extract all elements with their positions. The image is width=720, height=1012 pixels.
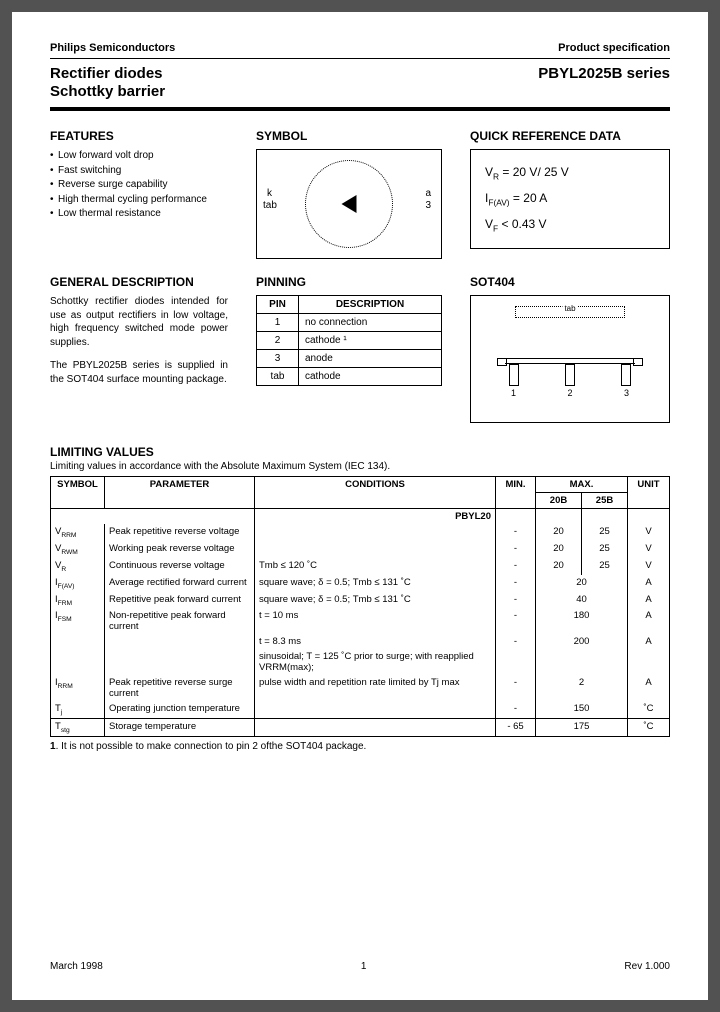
table-row: Tj Operating junction temperature - 150 … [51, 701, 670, 718]
table-row: PIN DESCRIPTION [257, 296, 442, 314]
table-row: VRWM Working peak reverse voltage - 20 2… [51, 541, 670, 558]
desc-col-head: DESCRIPTION [299, 296, 442, 314]
footnote: 1. It is not possible to make connection… [50, 741, 670, 752]
rule-thin [50, 58, 670, 59]
table-row: VR Continuous reverse voltage Tmb ≤ 120 … [51, 558, 670, 575]
datasheet-page: Philips Semiconductors Product specifica… [12, 12, 708, 1000]
sot-pin-num: 3 [624, 388, 629, 398]
table-row: 3anode [257, 350, 442, 368]
table-row: 1no connection [257, 314, 442, 332]
rule-thick [50, 107, 670, 111]
page-footer: March 1998 1 Rev 1.000 [50, 961, 670, 972]
feature-item: Reverse surge capability [50, 178, 228, 193]
symbol-diagram: k tab a 3 [256, 149, 442, 259]
sot-leg [621, 364, 631, 386]
gendesc-col: GENERAL DESCRIPTION Schottky rectifier d… [50, 275, 228, 423]
features-heading: FEATURES [50, 129, 228, 143]
features-col: FEATURES Low forward volt drop Fast swit… [50, 129, 228, 259]
gendesc-heading: GENERAL DESCRIPTION [50, 275, 228, 289]
feature-item: High thermal cycling performance [50, 193, 228, 208]
sot-diagram: tab 1 2 3 [470, 295, 670, 423]
table-row: t = 8.3 ms - 200 A [51, 634, 670, 649]
table-row: VRRM Peak repetitive reverse voltage - 2… [51, 524, 670, 541]
table-row: Tstg Storage temperature - 65 175 ˚C [51, 719, 670, 737]
col-param: PARAMETER [105, 477, 255, 509]
group-label: PBYL20 [255, 509, 496, 525]
qref-col: QUICK REFERENCE DATA VR = 20 V/ 25 V IF(… [470, 129, 670, 259]
features-list: Low forward volt drop Fast switching Rev… [50, 149, 228, 222]
qref-line2: IF(AV) = 20 A [485, 186, 655, 212]
symbol-col: SYMBOL k tab a 3 [256, 129, 442, 259]
col-max: MAX. [536, 477, 628, 493]
qref-box: VR = 20 V/ 25 V IF(AV) = 20 A VF < 0.43 … [470, 149, 670, 249]
gendesc-p2: The PBYL2025B series is supplied in the … [50, 359, 228, 386]
symbol-heading: SYMBOL [256, 129, 442, 143]
pinning-col: PINNING PIN DESCRIPTION 1no connection 2… [256, 275, 442, 423]
row-features-symbol-qref: FEATURES Low forward volt drop Fast swit… [50, 129, 670, 259]
symbol-tab-label: tab [263, 200, 277, 212]
table-row: 2cathode ¹ [257, 332, 442, 350]
qref-line3: VF < 0.43 V [485, 212, 655, 238]
sot-col: SOT404 tab 1 2 3 [470, 275, 670, 423]
qref-line1: VR = 20 V/ 25 V [485, 160, 655, 186]
limiting-heading: LIMITING VALUES [50, 445, 670, 459]
col-cond: CONDITIONS [255, 477, 496, 509]
row-desc-pinning-sot: GENERAL DESCRIPTION Schottky rectifier d… [50, 275, 670, 423]
table-row: IRRM Peak repetitive reverse surge curre… [51, 675, 670, 701]
footer-page: 1 [361, 961, 367, 972]
col-unit: UNIT [628, 477, 670, 509]
product-title: Rectifier diodes Schottky barrier [50, 65, 165, 101]
qref-heading: QUICK REFERENCE DATA [470, 129, 670, 143]
sot-heading: SOT404 [470, 275, 670, 289]
title-line2: Schottky barrier [50, 83, 165, 101]
diode-triangle-icon [342, 195, 357, 213]
sot-pin-num: 1 [511, 388, 516, 398]
sot-tab-label: tab [562, 304, 577, 313]
col-symbol: SYMBOL [51, 477, 105, 509]
col-max-b: 25B [582, 493, 628, 509]
feature-item: Low thermal resistance [50, 207, 228, 222]
gendesc-p1: Schottky rectifier diodes intended for u… [50, 295, 228, 349]
footer-date: March 1998 [50, 961, 103, 972]
title-block: Rectifier diodes Schottky barrier PBYL20… [50, 61, 670, 107]
limiting-table: SYMBOL PARAMETER CONDITIONS MIN. MAX. UN… [50, 476, 670, 737]
table-row: tabcathode [257, 368, 442, 386]
symbol-a-label: a [425, 188, 431, 200]
table-row: PBYL20 [51, 509, 670, 525]
page-header: Philips Semiconductors Product specifica… [50, 42, 670, 54]
doc-type: Product specification [558, 42, 670, 54]
table-row: IF(AV) Average rectified forward current… [51, 575, 670, 592]
series-name: PBYL2025B series [538, 65, 670, 101]
pinning-heading: PINNING [256, 275, 442, 289]
limiting-sub: Limiting values in accordance with the A… [50, 461, 670, 472]
title-line1: Rectifier diodes [50, 65, 165, 83]
table-row: IFSM Non-repetitive peak forward current… [51, 608, 670, 634]
col-max-a: 20B [536, 493, 582, 509]
sot-leg [565, 364, 575, 386]
vendor-name: Philips Semiconductors [50, 42, 175, 54]
feature-item: Fast switching [50, 164, 228, 179]
feature-item: Low forward volt drop [50, 149, 228, 164]
sot-leg [509, 364, 519, 386]
pin-col-head: PIN [257, 296, 299, 314]
sot-pin-num: 2 [567, 388, 572, 398]
table-row: sinusoidal; T = 125 ˚C prior to surge; w… [51, 649, 670, 675]
col-min: MIN. [496, 477, 536, 509]
table-row: SYMBOL PARAMETER CONDITIONS MIN. MAX. UN… [51, 477, 670, 493]
symbol-k-label: k [267, 188, 272, 200]
table-row: IFRM Repetitive peak forward current squ… [51, 592, 670, 609]
symbol-3-label: 3 [425, 200, 431, 212]
pinning-table: PIN DESCRIPTION 1no connection 2cathode … [256, 295, 442, 386]
footer-rev: Rev 1.000 [624, 961, 670, 972]
